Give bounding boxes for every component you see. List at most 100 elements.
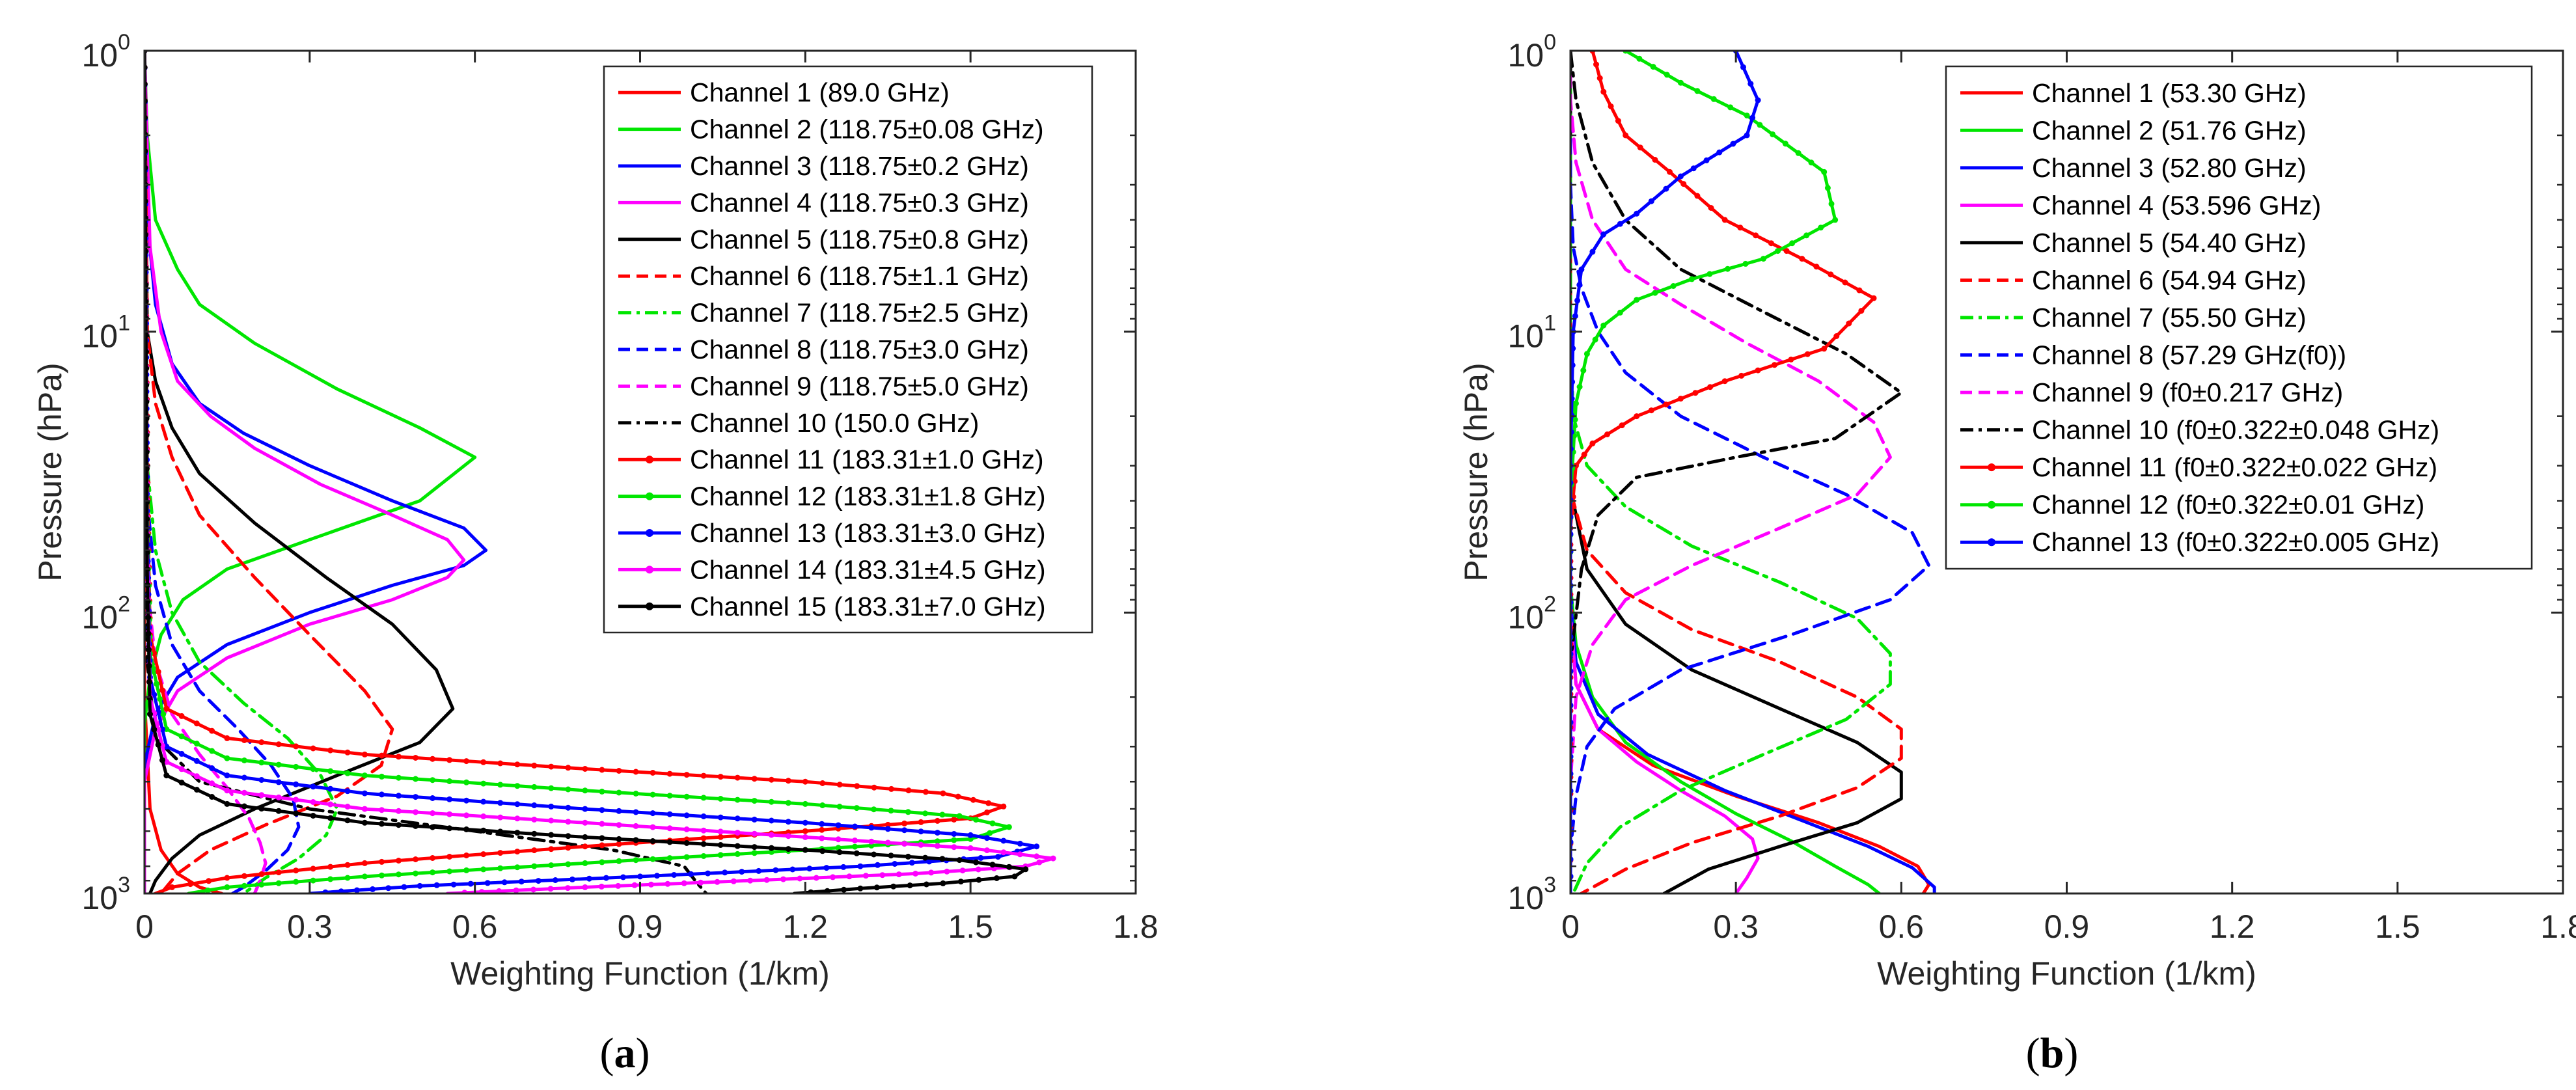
series-marker-11: [163, 705, 170, 712]
legend-entry-10: Channel 10 (150.0 GHz): [690, 408, 979, 438]
series-marker-15: [146, 662, 152, 669]
series-marker-15: [1022, 866, 1029, 873]
series-marker-13: [819, 821, 825, 827]
series-marker-11: [888, 785, 894, 792]
series-marker-12: [1832, 217, 1839, 223]
series-marker-15: [1011, 873, 1018, 880]
series-marker-13: [633, 809, 639, 815]
series-marker-13: [586, 875, 592, 882]
series-marker-13: [401, 884, 407, 890]
series-marker-12: [157, 696, 163, 702]
series-marker-13: [722, 869, 728, 876]
series-marker-15: [151, 726, 158, 733]
x-tick-label: 1.5: [2375, 908, 2420, 945]
series-marker-13: [705, 870, 711, 877]
series-marker-14: [734, 830, 741, 836]
series-marker-15: [144, 432, 150, 439]
series-marker-12: [1818, 225, 1824, 231]
legend-entry-8: Channel 8 (118.75±3.0 GHz): [690, 334, 1029, 364]
series-marker-12: [700, 795, 707, 801]
series-marker-12: [150, 666, 156, 672]
series-marker-13: [1000, 838, 1007, 844]
series-marker-12: [1688, 276, 1695, 282]
series-marker-11: [1604, 431, 1610, 437]
series-marker-12: [650, 856, 656, 862]
series-marker-12: [1670, 283, 1677, 289]
x-tick-label: 0.9: [2044, 908, 2090, 945]
series-marker-12: [683, 793, 690, 800]
series-marker-15: [361, 819, 368, 826]
legend-entry-3: Channel 3 (118.75±0.2 GHz): [690, 151, 1029, 181]
series-marker-12: [531, 783, 538, 790]
series-marker-15: [734, 843, 741, 849]
series-marker-12: [1576, 384, 1583, 390]
series-marker-12: [1580, 367, 1587, 374]
series-marker-15: [293, 810, 299, 817]
series-marker-13: [209, 765, 215, 771]
series-marker-14: [967, 845, 974, 851]
series-marker-11: [984, 809, 990, 815]
series-marker-15: [144, 365, 150, 372]
series-marker-15: [344, 817, 351, 824]
series-marker-14: [565, 819, 571, 825]
series-marker-11: [1772, 362, 1777, 368]
series-marker-14: [852, 838, 858, 843]
series-marker-15: [940, 880, 946, 886]
series-marker-15: [446, 825, 453, 832]
series-marker-14: [901, 841, 908, 847]
series-marker-11: [258, 871, 265, 877]
series-marker-13: [785, 819, 791, 825]
series-marker-11: [970, 797, 976, 803]
legend-marker-14: [646, 565, 653, 574]
series-marker-15: [973, 859, 980, 865]
series-marker-13: [327, 785, 334, 792]
series-marker-14: [480, 813, 487, 819]
series-marker-15: [957, 879, 964, 885]
legend-entry-11: Channel 11 (f0±0.322±0.022 GHz): [2032, 452, 2437, 482]
series-marker-12: [1775, 248, 1781, 254]
x-tick-label: 1.8: [2540, 908, 2576, 945]
series-marker-13: [884, 826, 891, 832]
series-marker-11: [1804, 351, 1811, 357]
series-marker-14: [379, 807, 385, 813]
series-line-12: [144, 51, 1011, 893]
series-marker-15: [633, 837, 639, 843]
series-marker-15: [327, 815, 334, 821]
series-marker-11: [430, 855, 436, 861]
series-marker-15: [144, 515, 150, 522]
series-marker-12: [241, 757, 247, 763]
y-tick-base: 10: [81, 318, 118, 355]
y-tick-exponent: 2: [118, 592, 130, 616]
series-marker-15: [497, 828, 504, 835]
series-marker-15: [144, 449, 150, 456]
series-marker-12: [548, 862, 555, 869]
series-marker-11: [1677, 396, 1684, 402]
y-axis-label: Pressure (hPa): [1458, 362, 1494, 581]
series-marker-12: [178, 733, 185, 740]
series-marker-12: [666, 855, 673, 862]
y-tick-exponent: 3: [118, 873, 130, 897]
panel-label-a-letter: a: [614, 1029, 636, 1077]
series-marker-11: [768, 776, 774, 783]
series-marker-12: [1821, 169, 1828, 175]
series-marker-11: [548, 763, 555, 770]
series-marker-11: [1619, 422, 1625, 429]
series-marker-11: [241, 737, 247, 743]
series-marker-12: [1782, 141, 1788, 147]
series-line-8: [144, 51, 301, 893]
series-marker-13: [1017, 840, 1023, 847]
series-marker-12: [446, 778, 453, 784]
series-marker-13: [995, 854, 1001, 860]
series-marker-11: [446, 757, 453, 763]
series-marker-12: [734, 797, 741, 803]
legend-marker-15: [646, 602, 653, 610]
series-marker-13: [857, 863, 864, 869]
series-marker-15: [922, 854, 929, 861]
legend-entry-9: Channel 9 (f0±0.217 GHz): [2032, 377, 2343, 407]
y-tick-label: 100: [1507, 30, 1556, 74]
series-marker-15: [531, 830, 538, 837]
series-marker-13: [275, 779, 282, 785]
series-marker-14: [616, 822, 622, 828]
series-marker-12: [224, 884, 230, 890]
series-marker-15: [514, 830, 521, 836]
